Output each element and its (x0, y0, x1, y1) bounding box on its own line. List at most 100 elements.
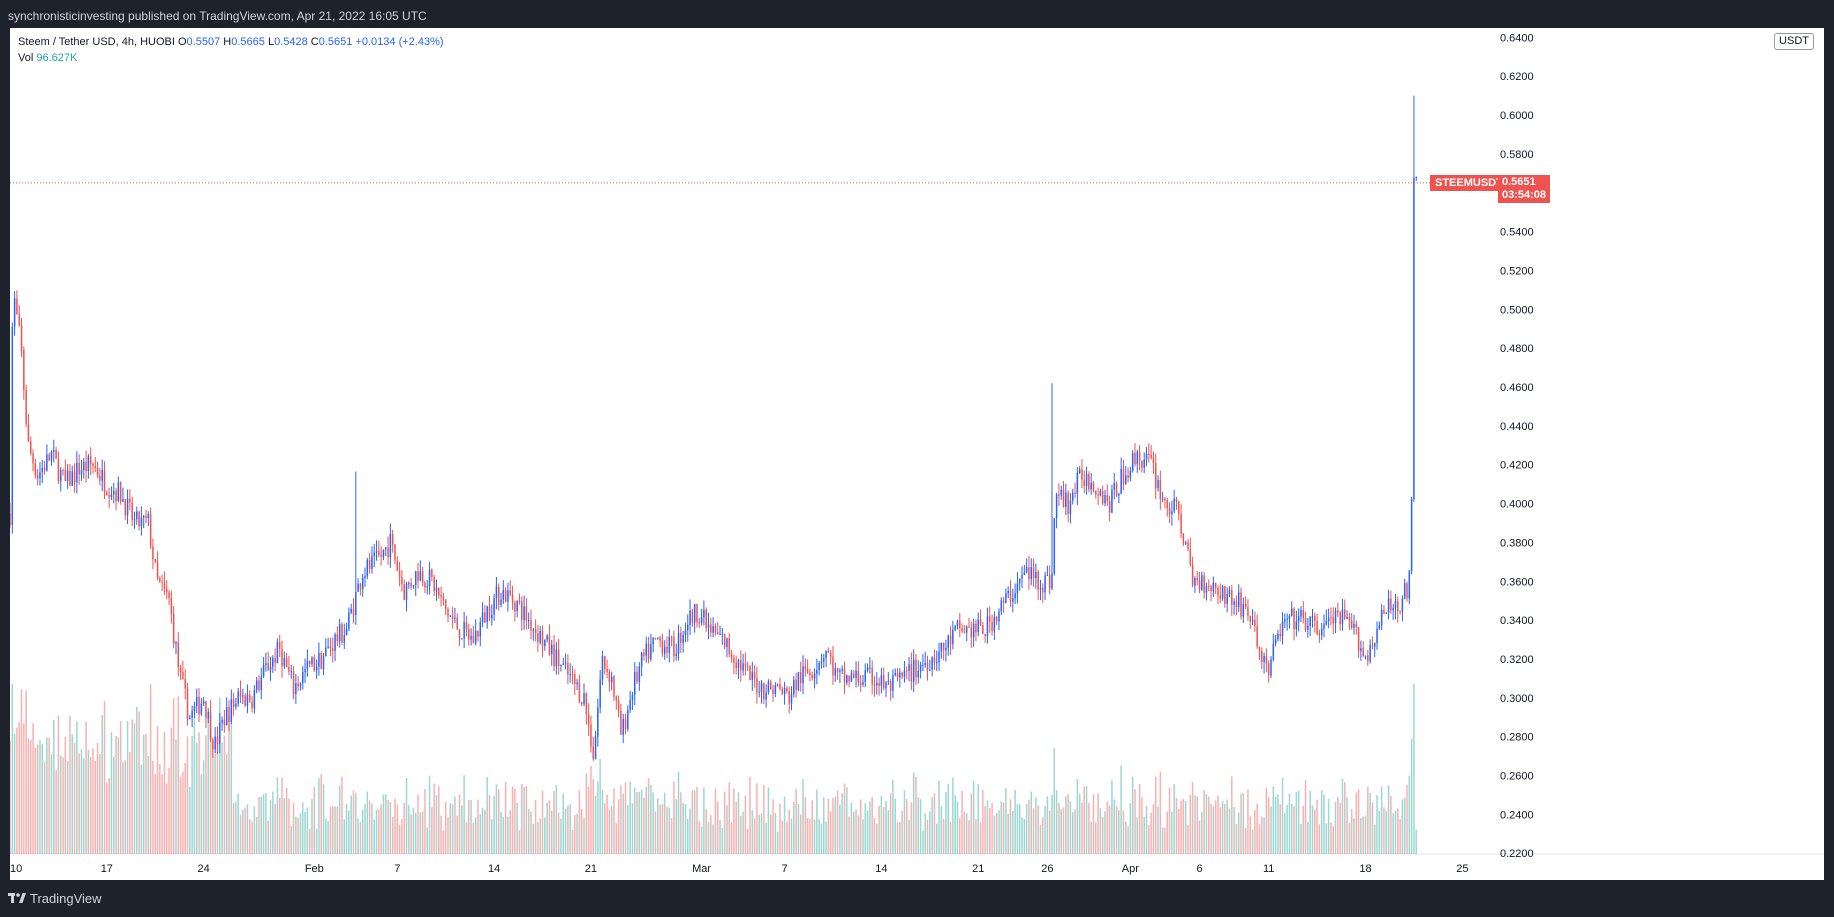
candle-body (1166, 500, 1169, 509)
volume-bar (39, 740, 41, 854)
volume-bar (972, 780, 975, 854)
volume-bars (10, 684, 1417, 854)
candle-body (961, 628, 963, 632)
candle-body (661, 640, 664, 654)
candle-body (1012, 598, 1014, 602)
candle-body (684, 630, 687, 636)
candle-body (1380, 609, 1383, 626)
volume-bar (260, 796, 263, 854)
volume-bar (1284, 812, 1286, 854)
volume-bar (1143, 816, 1145, 854)
volume-bar (509, 810, 511, 854)
candle-body (69, 470, 71, 486)
volume-bar (1198, 820, 1201, 854)
candle-body (1270, 659, 1272, 676)
candle-body (428, 569, 431, 587)
candle-body (57, 458, 60, 482)
volume-bar (1410, 738, 1413, 854)
volume-bar (599, 758, 601, 854)
volume-bar (1085, 786, 1088, 854)
volume-bar (191, 735, 193, 854)
candle-body (1332, 617, 1334, 624)
volume-bar (1039, 824, 1042, 854)
candle-body (1254, 619, 1256, 627)
candle-body (1058, 494, 1060, 496)
chart-area[interactable]: 0.2200 0.2400 0.2600 0.2800 0.3000 0.3200 0.34… (10, 28, 1824, 880)
volume-bar (666, 806, 668, 854)
volume-bar (1373, 824, 1376, 854)
volume-bar (1353, 818, 1355, 854)
candle-body (742, 663, 744, 671)
volume-bar (1357, 789, 1360, 854)
candle-body (419, 571, 422, 581)
candle-body (119, 482, 122, 502)
candle-body (177, 642, 180, 668)
volume-bar (583, 817, 585, 854)
volume-bar (179, 776, 182, 854)
volume-bar (617, 799, 620, 854)
candle-body (737, 659, 740, 668)
volume-bar (707, 822, 710, 854)
candle-body (1143, 459, 1145, 468)
candle-body (59, 470, 62, 482)
volume-bar (1161, 827, 1164, 854)
candle-body (202, 701, 205, 704)
candle-body (929, 669, 931, 671)
candle-body (1129, 470, 1132, 478)
candle-body (636, 671, 638, 682)
volume-bar (1316, 799, 1318, 854)
candle-body (394, 544, 396, 561)
volume-bar (152, 760, 154, 854)
volume-bar (979, 822, 982, 854)
volume-bar (1274, 796, 1277, 854)
volume-bar (136, 707, 138, 854)
candle-body (940, 642, 943, 652)
candle-body (36, 475, 39, 479)
volume-bar (1254, 809, 1256, 854)
volume-bar (398, 824, 401, 854)
volume-bar (18, 722, 20, 854)
candle-body (1081, 469, 1083, 480)
volume-bar (431, 807, 433, 854)
candle-body (458, 629, 461, 640)
volume-bar (428, 775, 431, 854)
volume-bar (1175, 797, 1178, 854)
candle-body (336, 634, 339, 642)
candle-body (83, 461, 85, 471)
candle-body (246, 694, 249, 706)
candle-body (1048, 575, 1051, 589)
candle-body (878, 682, 880, 686)
price-unit-button[interactable]: USDT (1774, 33, 1814, 50)
volume-bar (202, 760, 205, 854)
volume-bar (1127, 826, 1129, 854)
candle-body (378, 551, 380, 556)
candle-body (615, 696, 618, 701)
volume-bar (1154, 776, 1157, 854)
footer-brand[interactable]: TradingView (8, 889, 102, 909)
price-chart[interactable]: 0.2200 0.2400 0.2600 0.2800 0.3000 0.3200 0.34… (10, 28, 1824, 880)
volume-bar (465, 822, 468, 854)
candle-body (470, 635, 472, 640)
volume-bar (1390, 795, 1392, 854)
candle-body (1242, 603, 1245, 617)
volume-bar (578, 790, 581, 854)
volume-bar (1330, 822, 1332, 854)
volume-bar (790, 818, 793, 854)
candle-body (537, 633, 539, 643)
candle-body (1205, 585, 1208, 593)
candle-body (348, 612, 350, 629)
candle-body (1180, 513, 1182, 534)
candle-body (829, 652, 832, 657)
candle-body (1212, 582, 1215, 592)
candle-body (1191, 564, 1194, 586)
candle-body (657, 637, 659, 639)
volume-bar (592, 778, 594, 854)
volume-bar (1018, 804, 1021, 854)
volume-bar (249, 819, 251, 854)
volume-bar (1304, 780, 1307, 854)
volume-bar (48, 737, 50, 854)
volume-bar (502, 816, 505, 854)
volume-bar (705, 808, 707, 854)
candle-body (1346, 617, 1348, 619)
candle-body (560, 664, 562, 666)
